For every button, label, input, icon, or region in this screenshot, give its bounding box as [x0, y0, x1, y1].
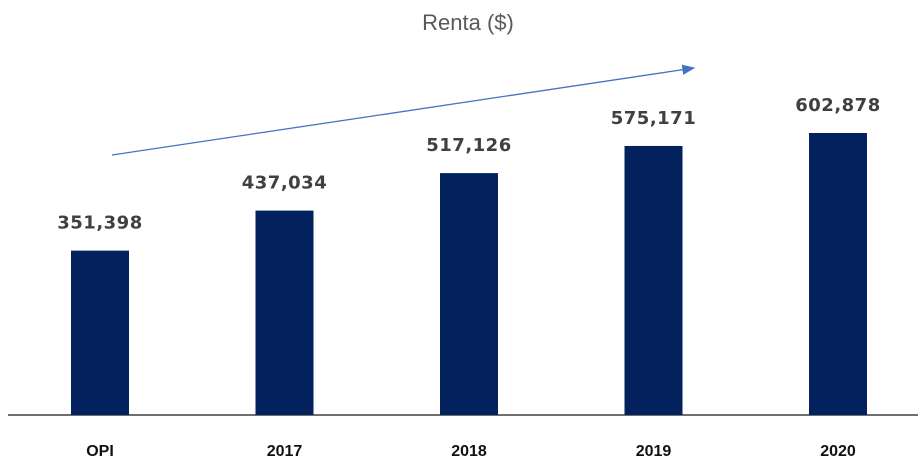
value-label: 351,398	[57, 213, 142, 234]
trend-arrow	[111, 64, 696, 156]
bar	[255, 210, 314, 415]
bar	[809, 133, 867, 415]
x-tick-label: 2020	[820, 443, 856, 460]
x-tick-label: OPI	[86, 443, 114, 460]
value-label: 437,034	[242, 173, 327, 194]
x-tick-label: 2018	[451, 443, 487, 460]
value-label: 517,126	[426, 135, 511, 156]
x-tick-label: 2017	[267, 443, 303, 460]
chart-title: Renta ($)	[422, 10, 514, 35]
bar	[624, 145, 683, 415]
value-label: 602,878	[795, 95, 880, 116]
bar	[440, 173, 498, 415]
value-label: 575,171	[611, 108, 696, 129]
x-tick-label: 2019	[636, 443, 672, 460]
bar	[71, 250, 129, 415]
